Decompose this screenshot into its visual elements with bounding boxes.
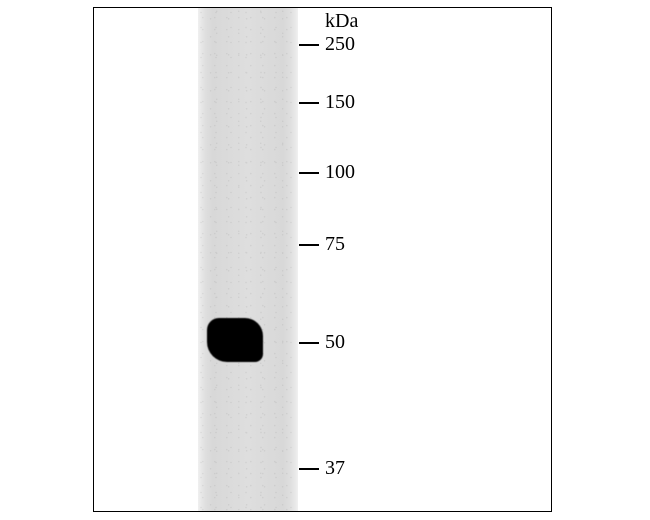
protein-band xyxy=(207,318,263,362)
marker-tick xyxy=(299,342,319,344)
blot-frame xyxy=(93,7,552,512)
lane-background xyxy=(198,8,298,511)
marker-tick xyxy=(299,244,319,246)
marker-tick xyxy=(299,44,319,46)
marker-tick xyxy=(299,468,319,470)
marker-label: 100 xyxy=(325,161,355,184)
unit-label: kDa xyxy=(325,10,358,33)
marker-tick xyxy=(299,102,319,104)
marker-label: 250 xyxy=(325,33,355,56)
marker-label: 50 xyxy=(325,331,345,354)
marker-label: 150 xyxy=(325,91,355,114)
blot-lane xyxy=(198,8,298,511)
marker-label: 75 xyxy=(325,233,345,256)
marker-label: 37 xyxy=(325,457,345,480)
marker-tick xyxy=(299,172,319,174)
